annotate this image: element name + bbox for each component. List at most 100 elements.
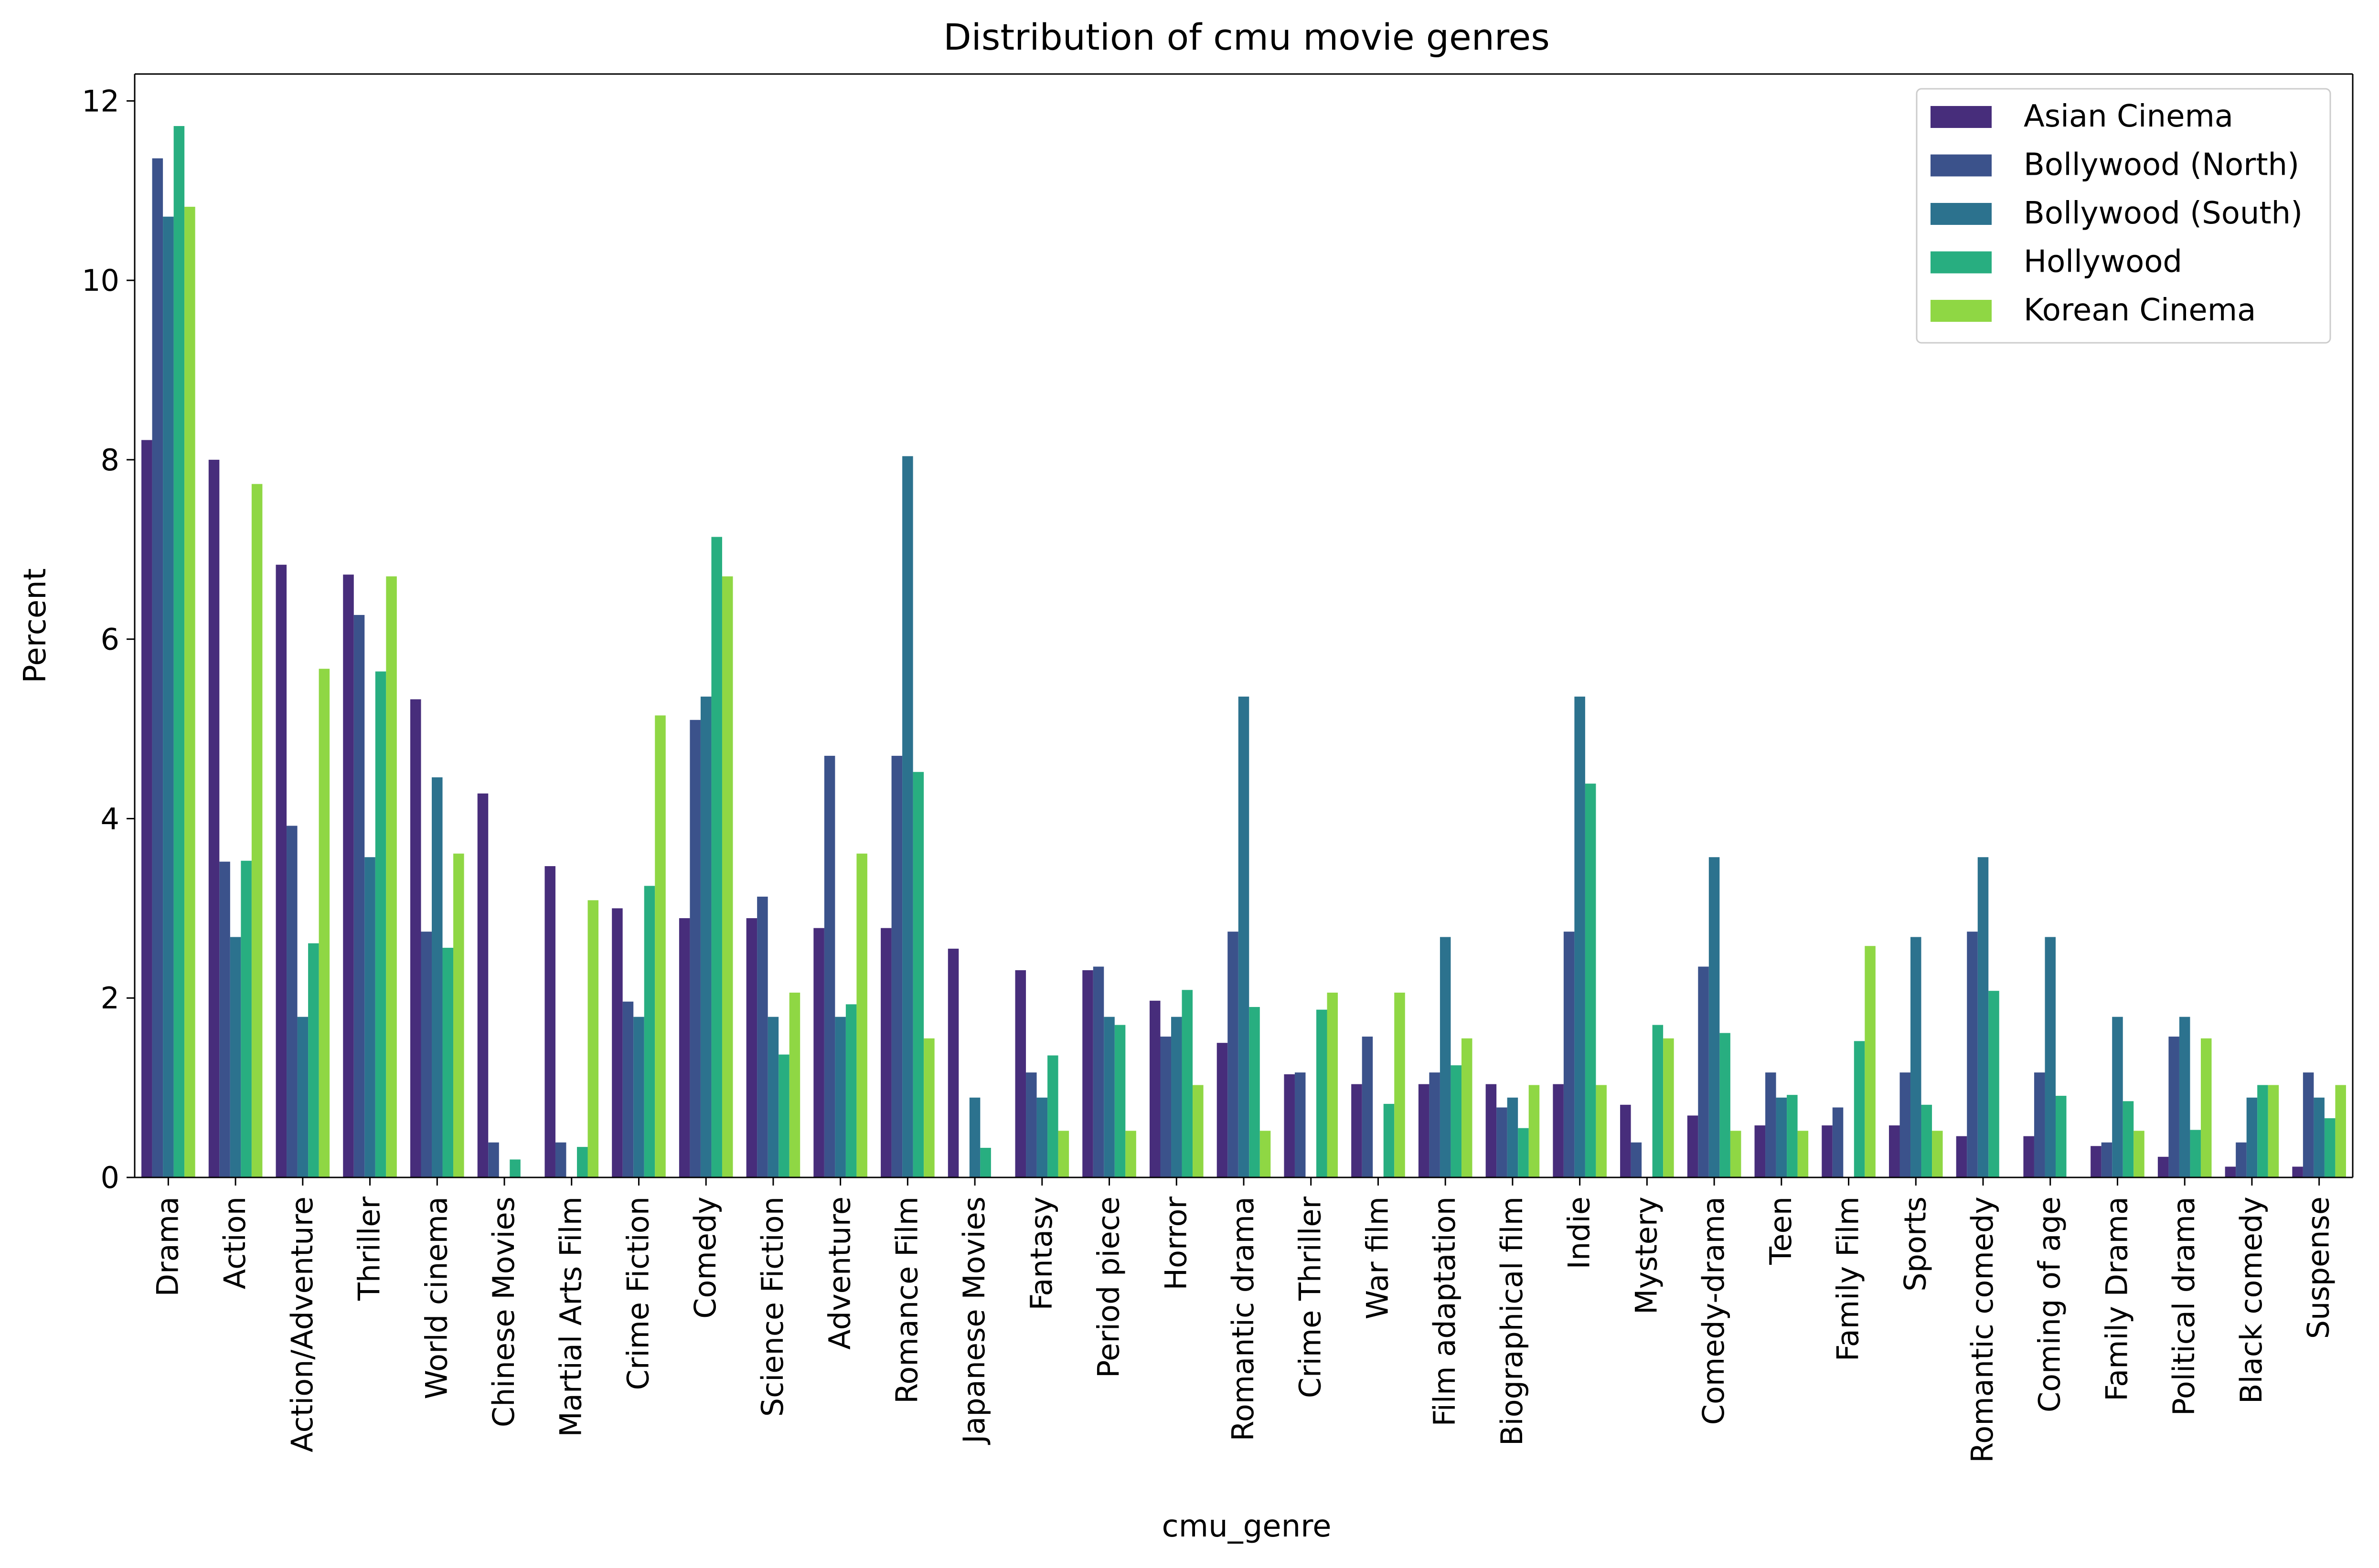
bar <box>2134 1131 2144 1177</box>
bar <box>2246 1097 2258 1177</box>
bar <box>1977 857 1989 1177</box>
bar <box>477 793 489 1177</box>
bar <box>1967 932 1978 1177</box>
bar <box>1956 1136 1967 1177</box>
bar <box>757 896 768 1177</box>
bar <box>230 937 241 1177</box>
bar <box>2123 1101 2134 1177</box>
legend-label: Bollywood (South) <box>2024 196 2303 231</box>
bar <box>319 668 330 1177</box>
bar <box>612 908 623 1177</box>
bar <box>746 918 757 1177</box>
bar <box>1249 1007 1260 1177</box>
x-tick-label: Science Fiction <box>755 1197 790 1417</box>
legend-swatch <box>1931 203 1992 225</box>
bar <box>980 1148 991 1177</box>
x-tick-label: Romance Film <box>889 1197 924 1404</box>
bar <box>2303 1072 2314 1177</box>
bar <box>813 928 824 1177</box>
bar <box>386 576 397 1177</box>
bar <box>1015 970 1026 1177</box>
bar <box>410 699 421 1177</box>
bar <box>633 1017 644 1177</box>
bar <box>891 755 903 1177</box>
x-tick-label: Family Drama <box>2100 1197 2134 1401</box>
bar <box>1507 1097 1518 1177</box>
x-tick-label: Martial Arts Film <box>554 1197 588 1437</box>
bar <box>711 537 722 1177</box>
bar <box>1351 1084 1362 1177</box>
x-tick-label: Drama <box>150 1197 185 1297</box>
bar <box>1171 1017 1182 1177</box>
bar <box>1797 1131 1809 1177</box>
bar <box>1193 1085 1204 1177</box>
bar <box>1259 1131 1271 1177</box>
x-tick-label: Crime Fiction <box>621 1197 656 1390</box>
bar <box>1327 992 1338 1177</box>
x-tick-label: Teen <box>1763 1197 1798 1265</box>
bar <box>453 853 464 1177</box>
x-tick-label: War film <box>1360 1197 1395 1319</box>
bar <box>1394 992 1405 1177</box>
x-axis-title: cmu_genre <box>1162 1509 1332 1544</box>
bar <box>2034 1072 2045 1177</box>
x-tick-label: Romantic comedy <box>1965 1197 2000 1463</box>
bar <box>768 1017 779 1177</box>
x-tick-label: World cinema <box>419 1197 454 1399</box>
bar <box>1160 1037 1172 1177</box>
bar <box>1216 1043 1228 1177</box>
bar <box>2335 1085 2346 1177</box>
bar <box>173 126 185 1178</box>
chart-title: Distribution of cmu movie genres <box>943 16 1550 58</box>
bar <box>1719 1033 1730 1177</box>
bar <box>913 772 924 1177</box>
bar <box>1125 1131 1136 1177</box>
bar <box>2101 1142 2112 1177</box>
bar <box>152 158 163 1178</box>
bar <box>679 918 690 1177</box>
x-tick-label: Thriller <box>352 1196 387 1301</box>
x-tick-label: Comedy-drama <box>1696 1197 1731 1425</box>
bar <box>1047 1055 1058 1177</box>
x-tick-label: Japanese Movies <box>957 1197 992 1445</box>
bar <box>276 564 287 1177</box>
x-tick-label: Romantic drama <box>1226 1197 1260 1441</box>
bar <box>881 928 892 1177</box>
bar <box>1284 1074 1295 1177</box>
bar <box>1730 1131 1741 1177</box>
bar <box>1663 1038 1674 1177</box>
bar <box>1652 1025 1664 1177</box>
bar <box>1182 990 1193 1177</box>
bar <box>343 574 354 1177</box>
legend-box <box>1916 88 2331 344</box>
bar <box>1585 784 1596 1177</box>
legend-swatch <box>1931 154 1992 177</box>
bar <box>353 614 365 1177</box>
bar <box>184 207 195 1177</box>
bar <box>835 1017 846 1177</box>
y-tick-label: 2 <box>101 981 119 1016</box>
bar <box>1227 932 1238 1177</box>
bar <box>1518 1128 1529 1177</box>
bar <box>1114 1025 1126 1177</box>
bar <box>576 1147 588 1177</box>
bar <box>690 720 701 1177</box>
x-tick-label: Family Film <box>1831 1197 1866 1361</box>
bar <box>1865 946 1876 1177</box>
x-tick-label: Crime Thriller <box>1293 1197 1328 1398</box>
bar <box>141 440 152 1177</box>
bar <box>287 826 298 1177</box>
legend-label: Hollywood <box>2024 244 2182 280</box>
bar <box>1451 1065 1462 1177</box>
legend-label: Bollywood (North) <box>2024 148 2299 183</box>
bar <box>789 992 800 1177</box>
bar <box>421 932 432 1177</box>
x-tick-label: Fantasy <box>1024 1197 1059 1311</box>
bar <box>1418 1084 1430 1177</box>
x-tick-label: Political drama <box>2166 1197 2201 1416</box>
bar <box>364 857 375 1177</box>
bar <box>1294 1072 1306 1177</box>
bar <box>2257 1085 2268 1177</box>
bar <box>1026 1072 1037 1177</box>
bar <box>924 1038 935 1177</box>
